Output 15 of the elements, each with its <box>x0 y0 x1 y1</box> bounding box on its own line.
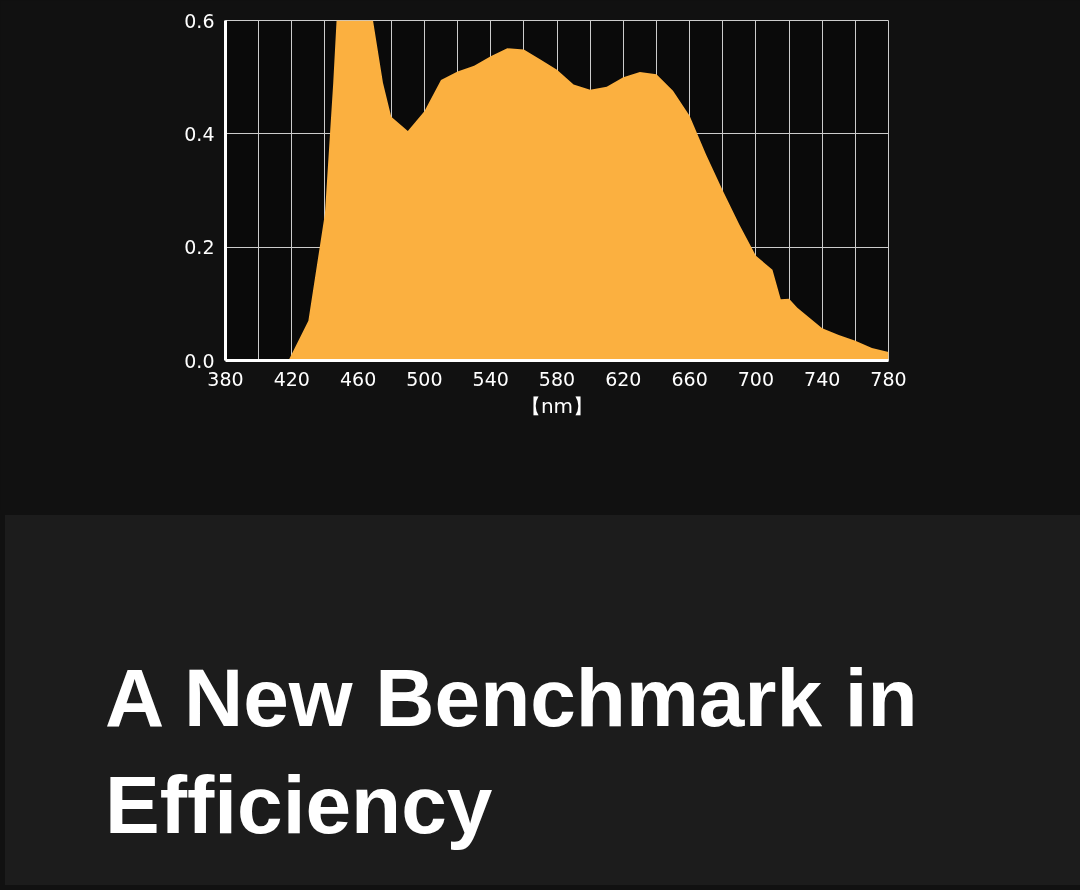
x-tick-label: 540 <box>472 367 509 390</box>
y-tick-label: 0.2 <box>184 236 215 259</box>
text: A New Benchmark in Efficiency <box>105 651 919 852</box>
y-tick-label: 0.6 <box>184 9 215 32</box>
x-tick-label: 420 <box>273 367 310 390</box>
x-axis-title: 【nm】 <box>520 393 594 418</box>
x-tick-label: 460 <box>339 367 377 390</box>
x-tick-label: 620 <box>605 367 642 390</box>
x-tick-label: 700 <box>737 367 775 390</box>
x-tick-label: 500 <box>406 367 443 390</box>
x-tick-label: 780 <box>870 367 907 390</box>
y-tick-label: 0.4 <box>184 122 215 145</box>
x-tick-label: 580 <box>538 367 576 390</box>
x-tick-label: 740 <box>804 367 841 390</box>
x-tick-label: 660 <box>671 367 708 390</box>
